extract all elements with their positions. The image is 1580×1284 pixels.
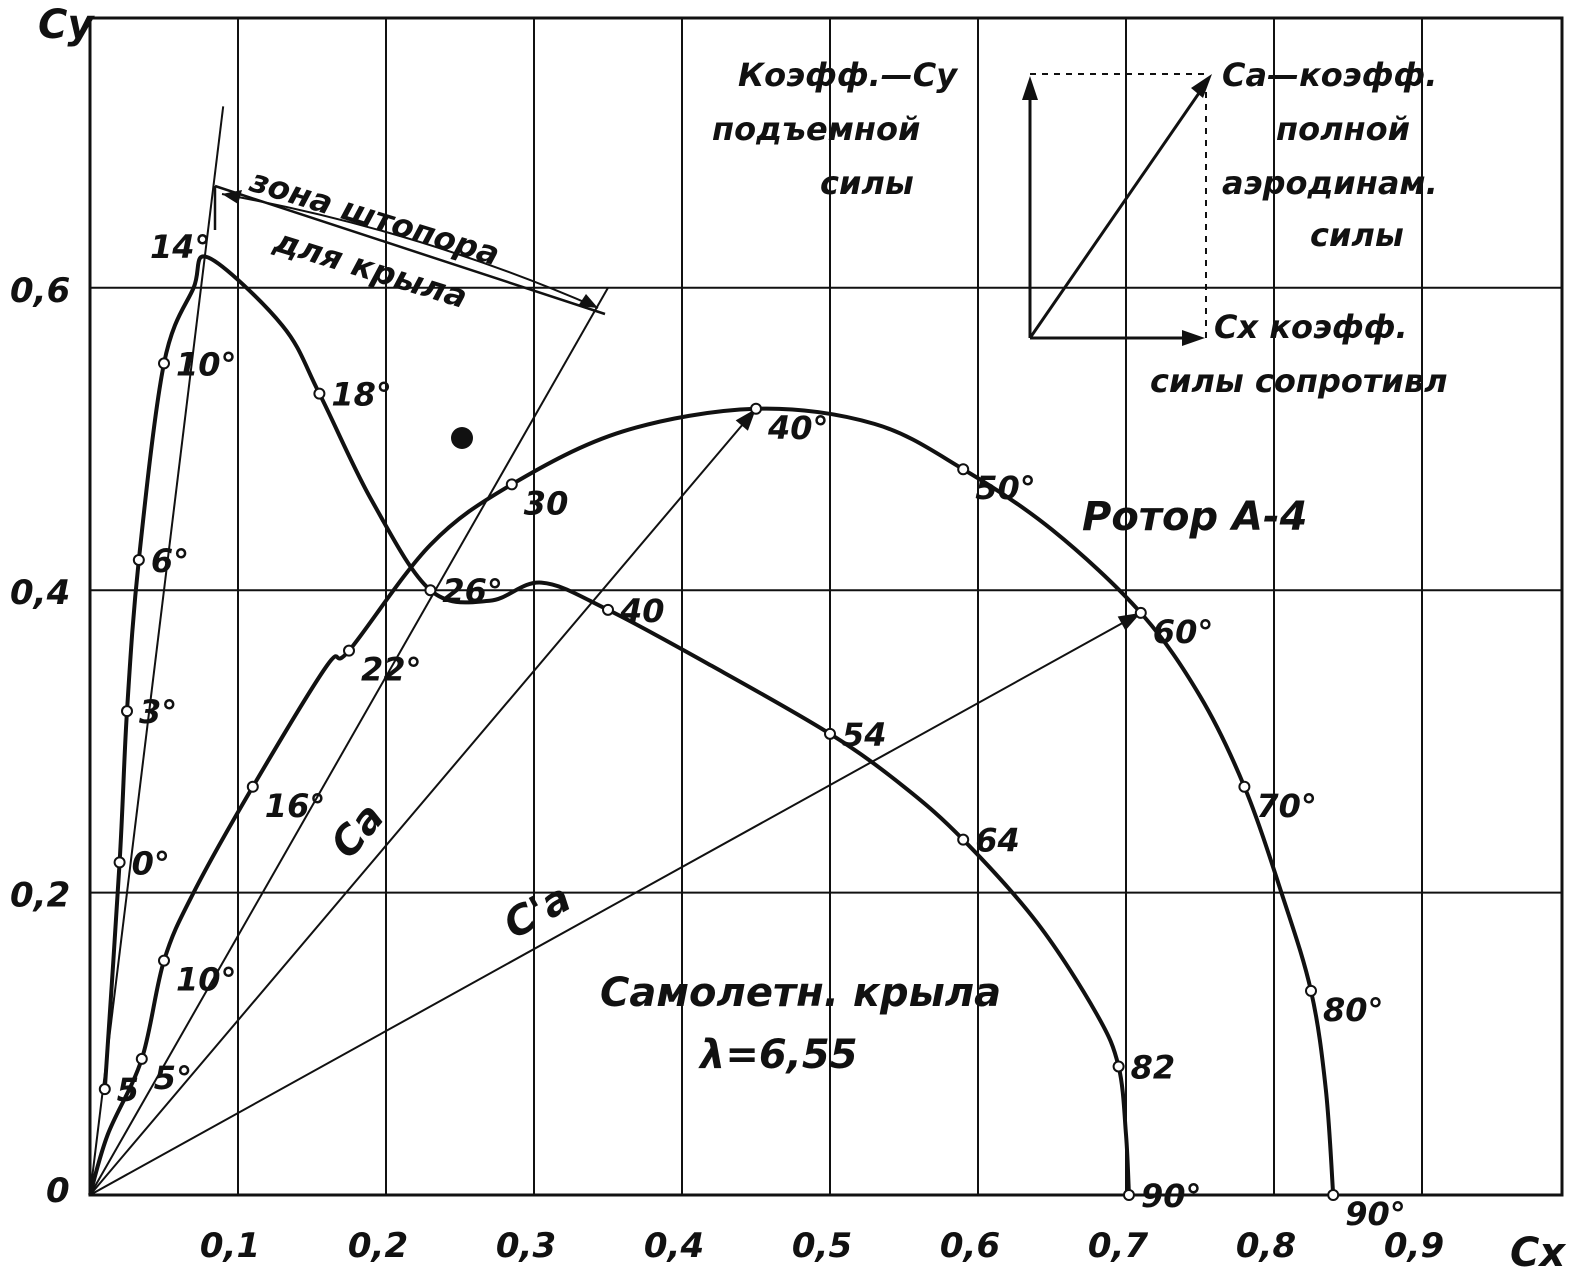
data-point xyxy=(158,357,170,370)
x-tick-label: 0,6 xyxy=(940,1226,1000,1266)
point-label: 30 xyxy=(524,484,569,522)
point-label: 82 xyxy=(1131,1048,1176,1086)
data-point xyxy=(121,705,133,718)
grid xyxy=(88,16,1564,1197)
vector-line xyxy=(89,408,757,1196)
reference-line xyxy=(89,287,609,1196)
data-point xyxy=(424,584,437,597)
x-tick-label: 0,5 xyxy=(792,1226,852,1266)
data-point xyxy=(313,387,326,400)
plot-frame xyxy=(88,16,1564,1197)
point-label: 70° xyxy=(1256,787,1317,825)
data-point xyxy=(602,603,614,616)
rotor-curve xyxy=(88,406,1336,1196)
point-label: 90° xyxy=(1345,1195,1406,1233)
x-tick-label: 0,4 xyxy=(644,1226,704,1266)
point-label: 0° xyxy=(132,844,170,882)
data-point xyxy=(1327,1189,1340,1201)
point-label: 26° xyxy=(442,572,503,610)
cy-legend-line-3: силы xyxy=(820,164,914,202)
data-point xyxy=(957,463,970,476)
point-label: 50° xyxy=(975,469,1036,507)
point-label: 6° xyxy=(151,542,189,580)
tick-labels: 0,1 0,2 0,3 0,4 0,5 0,6 0,7 0,8 0,9 0,2 0,4 0,6 xyxy=(10,271,1444,1266)
x-tick-label: 0,8 xyxy=(1236,1226,1296,1266)
reference-line xyxy=(89,106,225,1196)
point-label: 22° xyxy=(361,651,422,689)
data-point xyxy=(750,402,762,415)
data-point xyxy=(1134,606,1147,619)
wing-aspect-label: λ=6,55 xyxy=(698,1032,858,1078)
vector-arrowhead xyxy=(735,408,756,431)
cx-legend-line-2: силы сопротивл xyxy=(1150,362,1448,400)
data-point xyxy=(343,644,355,657)
data-point xyxy=(957,833,970,846)
point-label: 90° xyxy=(1141,1177,1202,1215)
x-tick-label: 0,9 xyxy=(1384,1226,1444,1266)
point-label: 5° xyxy=(154,1059,192,1097)
vector-label: Ca xyxy=(322,795,394,868)
ca-legend-line-2: полной xyxy=(1276,110,1410,148)
data-point xyxy=(1305,984,1317,997)
point-label: 16° xyxy=(265,787,326,825)
data-point xyxy=(505,478,518,491)
point-label: 40 xyxy=(619,592,665,630)
data-point xyxy=(1122,1189,1135,1201)
cy-legend-line-2: подъемной xyxy=(712,110,920,148)
point-label: 3° xyxy=(139,693,177,731)
wing-curve xyxy=(102,254,1131,1196)
data-point xyxy=(824,727,836,740)
point-label: 64 xyxy=(975,822,1020,860)
x-tick-label: 0,2 xyxy=(348,1226,408,1266)
x-tick-label: 0,7 xyxy=(1088,1226,1149,1266)
auxiliary-lines: Ca C'a xyxy=(89,106,1142,1196)
data-point xyxy=(113,856,126,869)
y-tick-label: 0,2 xyxy=(10,876,70,916)
vector-arrowhead xyxy=(1117,612,1141,631)
y-tick-label: 0,4 xyxy=(10,573,70,613)
ca-legend-line-1: Са—коэфф. xyxy=(1222,56,1437,94)
y-tick-label: 0,6 xyxy=(10,271,70,311)
point-label: 10° xyxy=(176,345,237,383)
wing-label: Самолетн. крыла xyxy=(600,970,1001,1016)
origin-label: 0 xyxy=(46,1171,70,1211)
point-label: 5 xyxy=(117,1071,139,1109)
vector-label: C'a xyxy=(496,875,578,948)
coefficient-legend: Коэфф.—Су подъемной силы Са—коэфф. полно… xyxy=(712,56,1448,400)
ink-blot xyxy=(451,427,473,449)
point-label: 60° xyxy=(1153,613,1214,651)
label-14deg: 14° xyxy=(150,228,211,266)
ca-legend-line-4: силы xyxy=(1310,216,1404,254)
data-point xyxy=(246,780,259,793)
data-point xyxy=(1112,1060,1125,1073)
data-point xyxy=(158,954,170,967)
x-axis-title: Cx xyxy=(1510,1230,1566,1276)
data-point xyxy=(98,1083,111,1096)
data-point xyxy=(135,1052,148,1065)
spin-zone-annotation: зона штопора для крыла 14° xyxy=(150,161,606,316)
data-point xyxy=(132,553,145,566)
x-tick-label: 0,1 xyxy=(200,1226,260,1266)
cy-legend-line-1: Коэфф.—Су xyxy=(738,56,958,94)
x-tick-label: 0,3 xyxy=(496,1226,556,1266)
point-label: 54 xyxy=(842,716,887,754)
series-group: 5°10°16°22°3040°50°60°70°80°90°50°3°6°10… xyxy=(88,254,1406,1233)
ca-legend-line-3: аэродинам. xyxy=(1222,164,1438,202)
point-label: 40° xyxy=(767,409,829,447)
data-point xyxy=(1238,780,1251,793)
y-axis-title: Cy xyxy=(38,2,95,48)
point-label: 10° xyxy=(176,961,237,999)
point-label: 18° xyxy=(331,376,392,414)
vector-line xyxy=(89,612,1142,1196)
rotor-label: Ротор А-4 xyxy=(1082,494,1307,540)
cx-legend-line-1: Сх коэфф. xyxy=(1214,308,1408,346)
point-label: 80° xyxy=(1323,991,1384,1029)
